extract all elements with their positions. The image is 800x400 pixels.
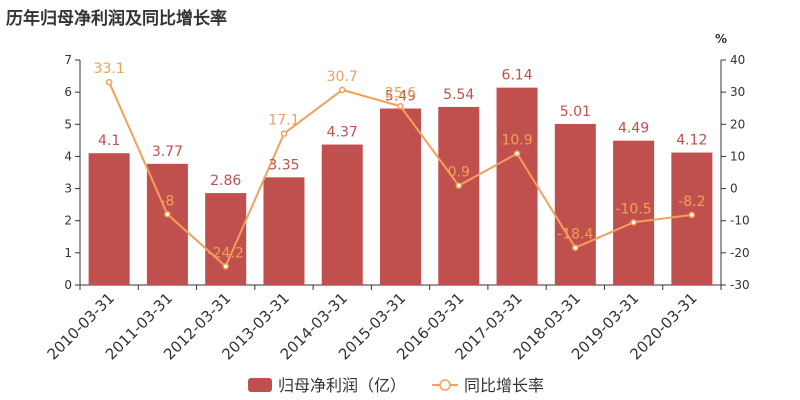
bar [321, 144, 363, 285]
y-left-tick-label: 4 [64, 149, 72, 163]
y-left-tick-label: 2 [64, 214, 72, 228]
y-right-tick-label: 20 [730, 117, 745, 131]
line-point [164, 211, 171, 218]
line-point [688, 211, 696, 219]
line-point [338, 86, 346, 94]
y-left-tick-label: 1 [64, 246, 72, 260]
line-value-label: 33.1 [94, 61, 125, 77]
line-value-label: -18.4 [557, 227, 593, 243]
bar [205, 193, 247, 285]
y-right-tick-label: -10 [730, 214, 750, 228]
y-left-tick-label: 6 [64, 85, 72, 99]
line-value-label: -24.2 [208, 245, 244, 261]
y-left-tick-label: 0 [64, 278, 72, 292]
bar-value-label: 5.49 [385, 89, 416, 105]
line-value-label: -8.2 [678, 194, 705, 210]
line-point [513, 150, 521, 157]
line-value-label: 17.1 [268, 113, 299, 129]
y-right-tick-label: 10 [730, 149, 745, 163]
line-value-label: 10.9 [501, 133, 532, 149]
bar-value-label: 4.12 [676, 133, 707, 149]
bar [554, 123, 596, 285]
y-right-unit: % [715, 32, 727, 46]
bar [380, 108, 421, 286]
bar-value-label: 5.01 [560, 104, 591, 120]
line-series [105, 78, 696, 270]
line-value-label: 0.9 [448, 165, 470, 181]
legend-line-marker [439, 379, 451, 391]
line-point [572, 244, 579, 251]
bar [438, 106, 480, 285]
legend-bar-label: 归母净利润（亿） [278, 376, 406, 395]
chart-title: 历年归母净利润及同比增长率 [6, 9, 227, 29]
line-point [630, 219, 637, 226]
bar-value-label: 3.77 [152, 144, 183, 160]
bar-value-label: 4.37 [327, 125, 358, 141]
legend[interactable]: 归母净利润（亿） 同比增长率 [248, 376, 544, 395]
bar-value-label: 4.1 [98, 133, 120, 149]
y-right-tick-label: 0 [730, 182, 738, 196]
line-point [455, 182, 463, 189]
y-left-tick-label: 7 [64, 53, 72, 67]
line-value-label: 30.7 [327, 69, 358, 85]
bar [88, 153, 130, 285]
line-value-label: -8 [160, 193, 174, 209]
y-left-tick-label: 3 [64, 182, 72, 196]
y-right-tick-label: 30 [730, 85, 745, 99]
legend-bar-swatch [248, 378, 272, 392]
line-point [222, 263, 229, 270]
bar [613, 140, 655, 285]
y-right-tick-label: -30 [730, 278, 750, 292]
bar-value-label: 5.54 [443, 87, 474, 103]
bar-series [88, 87, 713, 286]
bar-value-label: 4.49 [618, 121, 649, 137]
y-right-tick-label: 40 [730, 53, 745, 67]
data-labels: 4.1 3.77 2.86 3.35 4.37 5.49 5.54 6.14 5.01 4.49 4… [94, 61, 708, 261]
line-value-label: -10.5 [615, 201, 651, 217]
bar-value-label: 6.14 [501, 68, 532, 84]
line-point [280, 130, 288, 137]
bar-value-label: 3.35 [268, 157, 299, 173]
bar [263, 177, 305, 285]
y-right-tick-label: -20 [730, 246, 750, 260]
line-point [105, 78, 113, 86]
line-point [397, 103, 404, 110]
line-value-label: 25.6 [385, 85, 416, 101]
bar [496, 87, 538, 286]
bar [671, 152, 713, 285]
legend-line-label: 同比增长率 [464, 376, 544, 395]
bar-value-label: 2.86 [210, 173, 241, 189]
y-left-tick-label: 5 [64, 117, 72, 131]
